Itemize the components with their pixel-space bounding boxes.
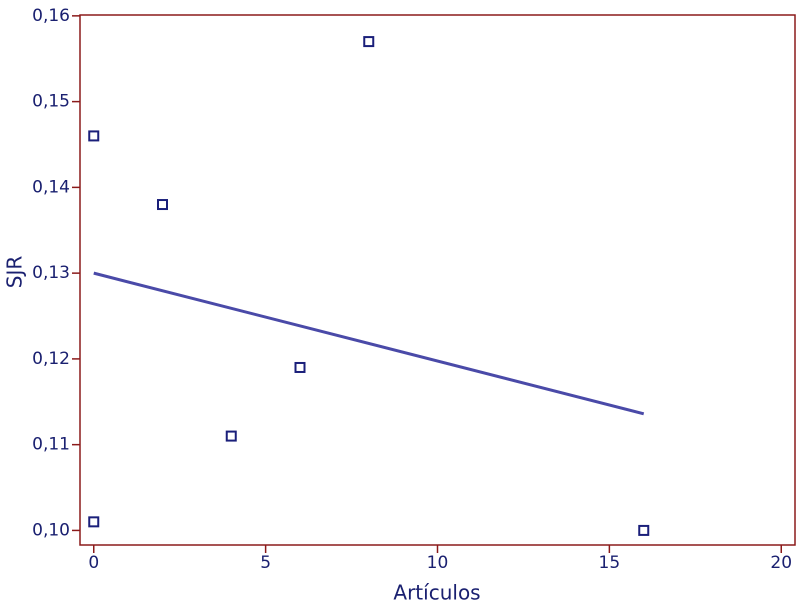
y-tick-label: 0,15	[32, 92, 70, 112]
trend-line	[93, 271, 645, 416]
y-tick-label: 0,14	[32, 177, 70, 197]
point	[638, 524, 650, 536]
plot-frame	[79, 14, 796, 546]
point	[157, 199, 168, 211]
y-tick-label: 0,11	[32, 435, 70, 455]
x-tick-label: 20	[770, 553, 792, 573]
x-tick-label: 0	[88, 553, 99, 573]
point	[294, 361, 306, 373]
y-tick-label: 0,12	[32, 349, 70, 369]
y-tick-label: 0,13	[32, 263, 70, 283]
point	[88, 516, 100, 528]
x-tick-label: 15	[599, 553, 621, 573]
y-axis-label: SJR	[3, 256, 27, 289]
x-tick-label: 5	[260, 553, 271, 573]
x-tick-label: 10	[427, 553, 449, 573]
x-axis-label: Artículos	[393, 581, 480, 605]
y-tick-label: 0,16	[32, 6, 70, 26]
point	[225, 430, 237, 442]
point	[363, 36, 375, 48]
point	[88, 130, 100, 142]
y-tick-label: 0,10	[32, 520, 70, 540]
